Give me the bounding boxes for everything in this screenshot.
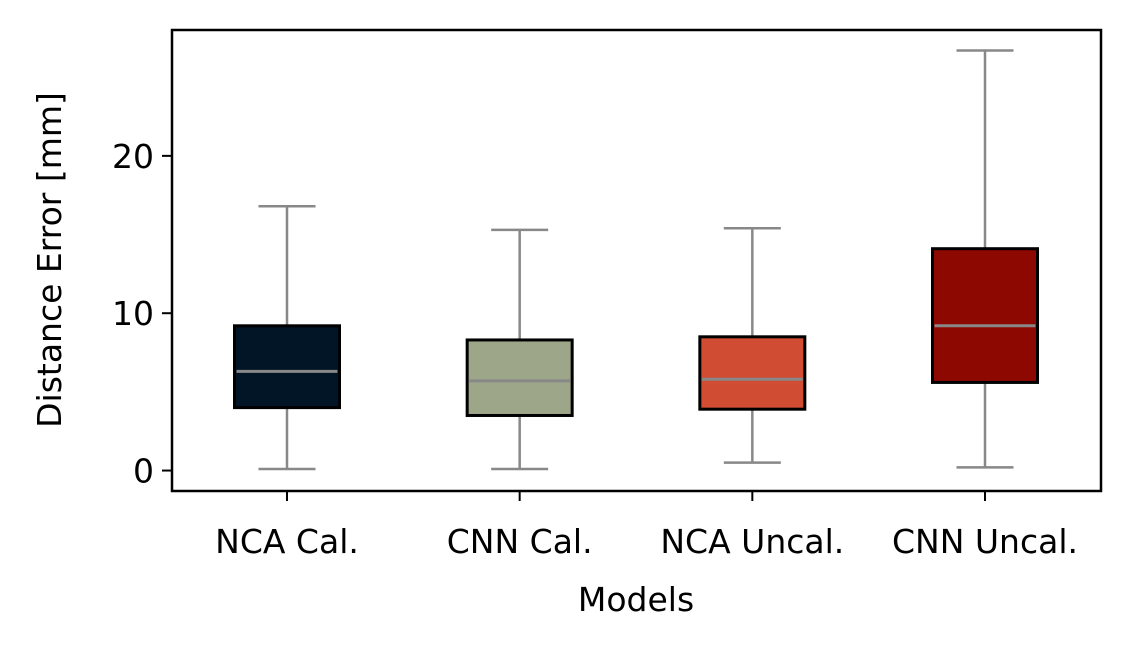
y-tick-label: 20 [112, 137, 154, 176]
y-axis-label: Distance Error [mm] [30, 92, 69, 428]
box-group [931, 49, 1039, 469]
y-tick-label: 0 [133, 452, 154, 491]
y-tick-label: 10 [112, 294, 154, 333]
x-axis: NCA Cal. CNN Cal. NCA Uncal. CNN Uncal. [215, 491, 1078, 561]
box-group [698, 226, 807, 464]
box-group [465, 228, 574, 471]
plot-frame [170, 28, 1103, 493]
box-group [233, 204, 341, 471]
iqr-box [465, 338, 574, 417]
iqr-box [698, 335, 807, 411]
y-axis: 0 10 20 [112, 137, 172, 491]
x-tick-label: CNN Uncal. [892, 522, 1078, 561]
iqr-box [233, 324, 341, 410]
x-tick-label: CNN Cal. [447, 522, 593, 561]
iqr-box [931, 247, 1039, 384]
x-tick-label: NCA Uncal. [660, 522, 844, 561]
x-tick-label: NCA Cal. [215, 522, 359, 561]
plot-marks [233, 49, 1039, 471]
x-axis-label: Models [578, 580, 694, 619]
